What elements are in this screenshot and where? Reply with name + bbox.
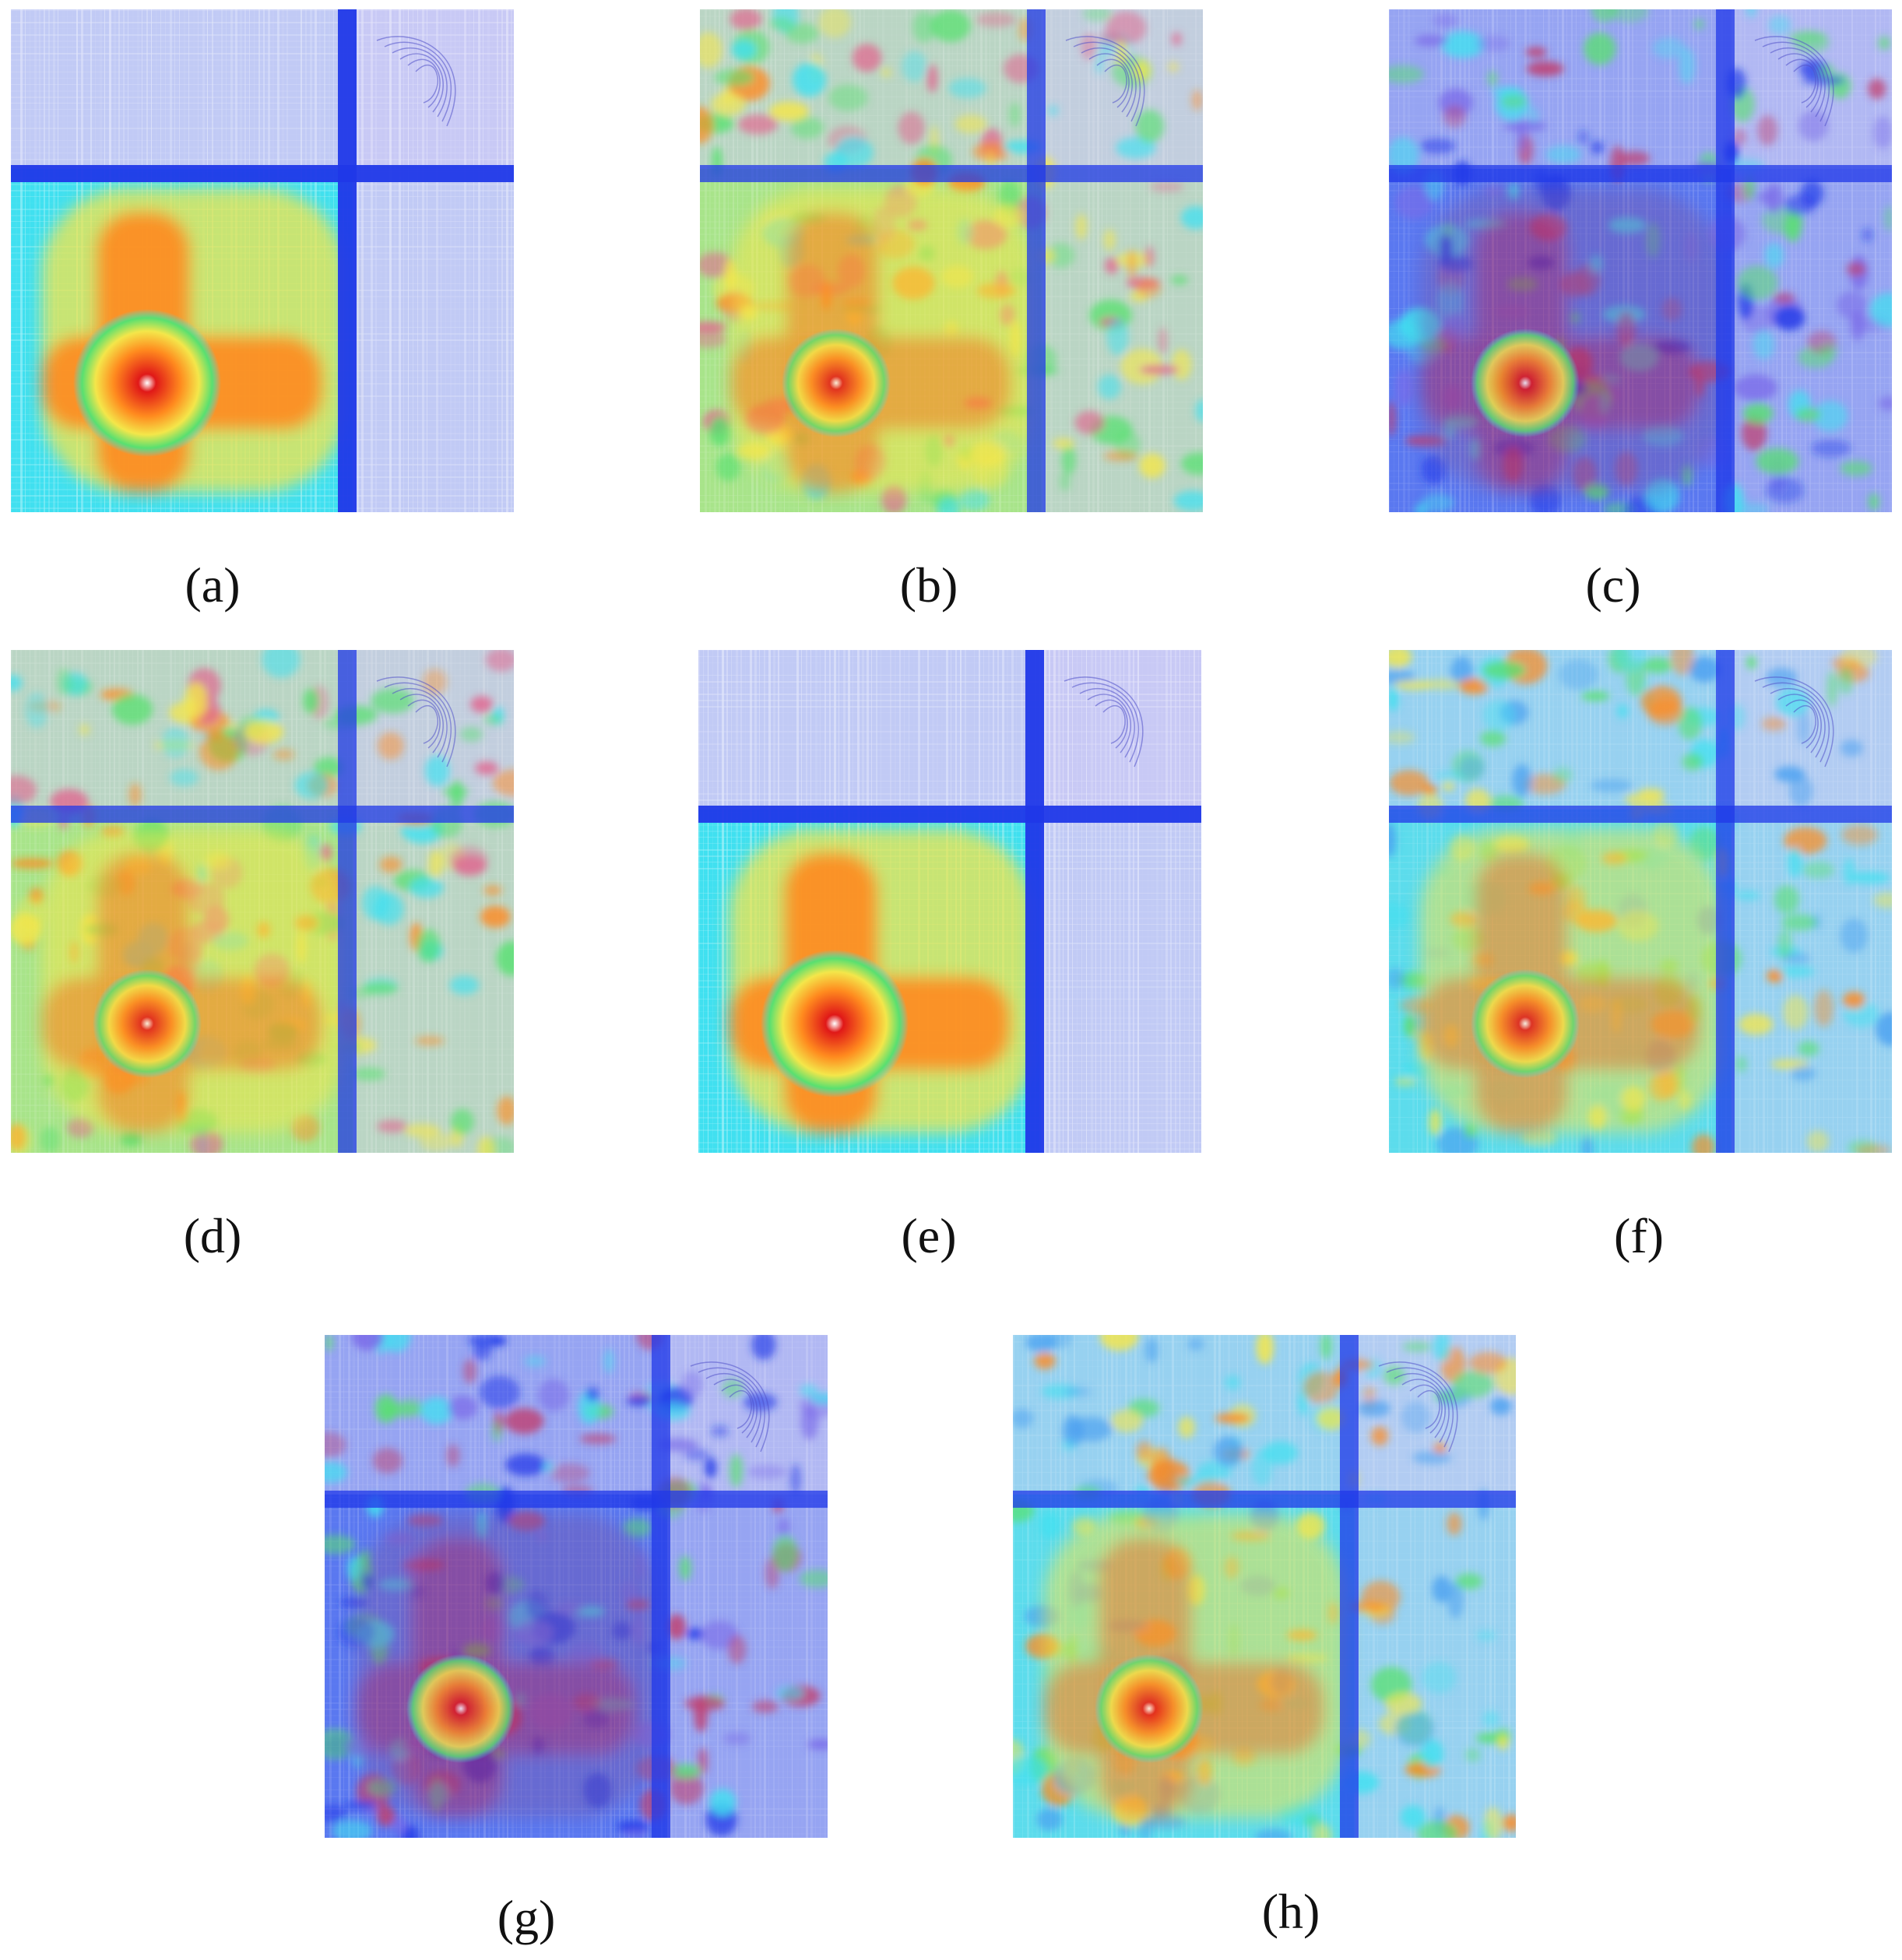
caption-d: (d) (183, 1208, 242, 1263)
caption-f: (f) (1614, 1208, 1664, 1263)
heatmap-d-svg (11, 650, 514, 1153)
heatmap-panel-b (700, 9, 1203, 512)
heatmap-e-svg (698, 650, 1201, 1153)
caption-h: (h) (1261, 1884, 1320, 1939)
heatmap-panel-e (698, 650, 1201, 1153)
heatmap-a-svg (11, 9, 514, 512)
heatmap-f-svg (1389, 650, 1892, 1153)
caption-b: (b) (899, 557, 958, 613)
heatmap-b-svg (700, 9, 1203, 512)
heatmap-panel-g (325, 1335, 828, 1838)
heatmap-c-svg (1389, 9, 1892, 512)
heatmap-panel-d (11, 650, 514, 1153)
heatmap-panel-f (1389, 650, 1892, 1153)
caption-e: (e) (901, 1208, 957, 1263)
heatmap-panel-h (1013, 1335, 1516, 1838)
caption-g: (g) (497, 1890, 556, 1945)
heatmap-g-svg (325, 1335, 828, 1838)
heatmap-panel-a (11, 9, 514, 512)
caption-a: (a) (185, 557, 241, 613)
caption-c: (c) (1585, 557, 1641, 613)
heatmap-panel-c (1389, 9, 1892, 512)
heatmap-h-svg (1013, 1335, 1516, 1838)
